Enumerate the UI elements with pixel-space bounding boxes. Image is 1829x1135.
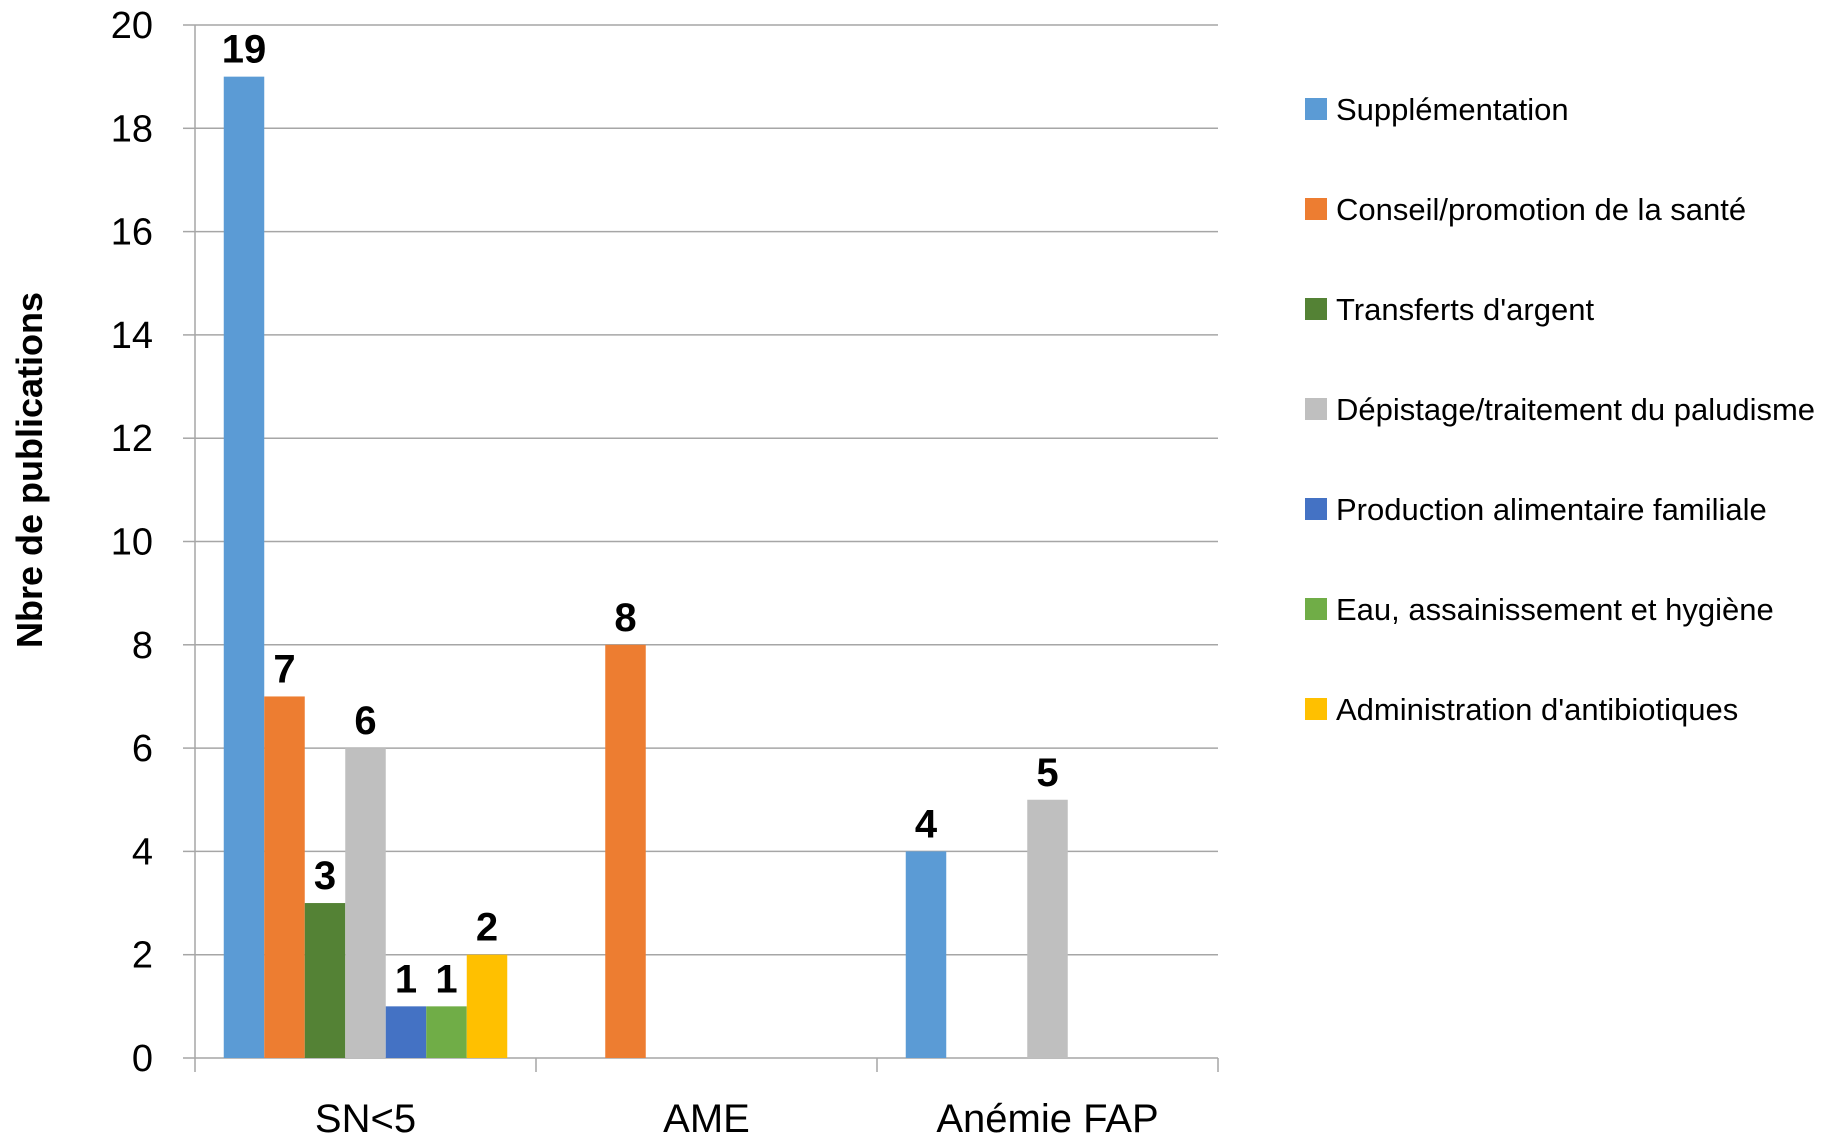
data-label: 1 [435,957,457,1001]
data-label: 1 [395,957,417,1001]
x-category-label: SN<5 [315,1097,416,1135]
legend-swatch [1305,198,1327,220]
legend-label: Supplémentation [1336,92,1569,127]
data-label: 3 [314,854,336,898]
legend-label: Conseil/promotion de la santé [1336,192,1746,227]
bar [426,1006,467,1058]
x-category-label: AME [663,1097,750,1135]
data-label: 7 [273,647,295,691]
y-tick-label: 20 [111,5,153,47]
data-label: 6 [354,699,376,743]
bar [466,954,508,1058]
legend-label: Transferts d'argent [1336,292,1594,327]
y-tick-label: 10 [111,522,153,564]
bar [304,903,346,1058]
y-axis-label: Nbre de publications [9,292,50,648]
y-tick-label: 4 [132,831,153,873]
y-tick-label: 2 [132,935,153,977]
x-category-labels: SN<5 AME Anémie FAP [315,1097,1159,1135]
legend-swatch [1305,398,1327,420]
y-tick-label: 8 [132,625,153,667]
bar [345,748,386,1058]
y-tick-label: 6 [132,728,153,770]
legend-swatch [1305,298,1327,320]
legend-label: Dépistage/traitement du paludisme [1336,392,1815,427]
bar [605,644,646,1058]
y-tick-label: 0 [132,1038,153,1080]
y-tick-label: 18 [111,108,153,150]
legend: Supplémentation Conseil/promotion de la s… [1305,92,1815,727]
bar [223,76,265,1058]
y-tick-label: 12 [111,418,153,460]
data-label: 4 [915,802,938,846]
legend-label: Production alimentaire familiale [1336,492,1767,527]
bar [905,851,947,1058]
data-label: 19 [222,28,267,72]
data-label: 8 [614,596,636,640]
x-category-label: Anémie FAP [936,1097,1158,1135]
legend-label: Administration d'antibiotiques [1336,692,1738,727]
y-tick-labels: 0 2 4 6 8 10 12 14 16 18 20 [111,5,153,1080]
legend-swatch [1305,498,1327,520]
bar [264,696,305,1058]
data-label: 5 [1036,751,1058,795]
legend-swatch [1305,698,1327,720]
bar [385,1006,427,1058]
data-label: 2 [476,906,498,950]
legend-swatch [1305,598,1327,620]
bar [1027,799,1068,1058]
legend-label: Eau, assainissement et hygiène [1336,592,1774,627]
y-tick-label: 14 [111,315,153,357]
legend-swatch [1305,98,1327,120]
bars [223,76,1068,1058]
y-tick-label: 16 [111,212,153,254]
